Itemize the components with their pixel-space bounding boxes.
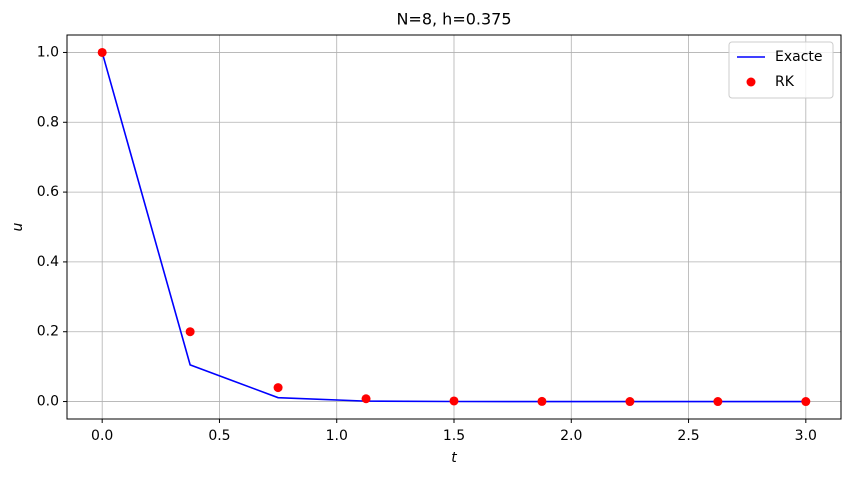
legend-label: RK [775,74,795,90]
x-tick-label: 1.0 [326,428,348,444]
legend-label: Exacte [775,49,823,65]
y-tick-label: 0.6 [37,184,59,200]
marker [185,327,195,337]
marker [625,397,635,407]
marker [449,396,459,406]
y-tick-label: 0.2 [37,324,59,340]
y-tick-label: 1.0 [37,44,59,60]
marker [273,383,283,393]
y-axis-label: u [10,222,26,231]
marker [97,47,107,57]
plot-frame [66,34,842,420]
x-tick-label: 1.5 [443,428,465,444]
marker [537,396,547,406]
x-tick-label: 3.0 [795,428,817,444]
marker [801,397,811,407]
x-tick-label: 2.5 [677,428,699,444]
y-tick-label: 0.4 [37,254,59,270]
y-tick-label: 0.0 [37,394,59,410]
x-tick-label: 0.5 [208,428,230,444]
legend-marker [746,77,756,87]
marker [713,397,723,407]
y-tick-label: 0.8 [37,114,59,130]
chart-title: N=8, h=0.375 [396,10,511,29]
x-tick-label: 0.0 [91,428,113,444]
x-axis-label: t [451,450,457,466]
marker [361,394,371,404]
x-tick-label: 2.0 [560,428,582,444]
